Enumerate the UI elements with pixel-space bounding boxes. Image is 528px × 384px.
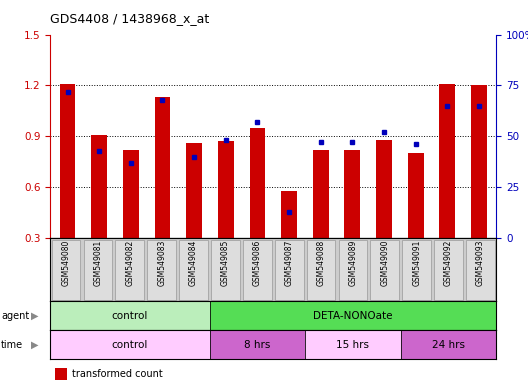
Text: GSM549089: GSM549089 bbox=[348, 240, 357, 286]
Text: ▶: ▶ bbox=[31, 339, 38, 350]
Bar bbox=[408, 153, 423, 238]
Bar bbox=[275, 240, 304, 300]
Text: control: control bbox=[111, 339, 148, 350]
Text: 8 hrs: 8 hrs bbox=[244, 339, 270, 350]
Bar bbox=[50, 301, 210, 330]
Text: time: time bbox=[1, 339, 23, 350]
Bar bbox=[313, 150, 328, 238]
Bar bbox=[210, 330, 305, 359]
Bar bbox=[83, 240, 112, 300]
Text: GDS4408 / 1438968_x_at: GDS4408 / 1438968_x_at bbox=[50, 12, 210, 25]
Bar bbox=[250, 128, 266, 238]
Bar bbox=[439, 84, 455, 238]
Text: GSM549084: GSM549084 bbox=[189, 240, 198, 286]
Bar bbox=[401, 330, 496, 359]
Bar bbox=[52, 240, 80, 300]
Bar bbox=[123, 150, 139, 238]
Bar bbox=[466, 240, 495, 300]
Bar bbox=[376, 140, 392, 238]
Bar bbox=[211, 240, 240, 300]
Bar bbox=[471, 86, 487, 238]
Bar bbox=[91, 135, 107, 238]
Bar bbox=[402, 240, 431, 300]
Text: control: control bbox=[111, 311, 148, 321]
Bar bbox=[186, 143, 202, 238]
Bar bbox=[305, 330, 401, 359]
Bar bbox=[307, 240, 335, 300]
Bar bbox=[281, 190, 297, 238]
Text: GSM549091: GSM549091 bbox=[412, 240, 421, 286]
Text: GSM549085: GSM549085 bbox=[221, 240, 230, 286]
Bar bbox=[243, 240, 271, 300]
Text: 15 hrs: 15 hrs bbox=[336, 339, 370, 350]
Text: GSM549092: GSM549092 bbox=[444, 240, 453, 286]
Bar bbox=[218, 141, 234, 238]
Text: GSM549080: GSM549080 bbox=[62, 240, 71, 286]
Text: GSM549086: GSM549086 bbox=[253, 240, 262, 286]
Text: transformed count: transformed count bbox=[72, 369, 163, 379]
Text: DETA-NONOate: DETA-NONOate bbox=[313, 311, 393, 321]
Text: GSM549093: GSM549093 bbox=[476, 240, 485, 286]
Bar bbox=[338, 240, 367, 300]
Bar bbox=[147, 240, 176, 300]
Text: GSM549083: GSM549083 bbox=[157, 240, 166, 286]
Text: ▶: ▶ bbox=[31, 311, 38, 321]
Text: GSM549082: GSM549082 bbox=[125, 240, 134, 286]
Bar bbox=[55, 368, 67, 380]
Bar bbox=[116, 240, 144, 300]
Text: GSM549090: GSM549090 bbox=[380, 240, 389, 286]
Bar bbox=[179, 240, 208, 300]
Bar bbox=[210, 301, 496, 330]
Bar bbox=[371, 240, 399, 300]
Bar bbox=[344, 150, 360, 238]
Text: agent: agent bbox=[1, 311, 30, 321]
Text: GSM549087: GSM549087 bbox=[285, 240, 294, 286]
Text: GSM549081: GSM549081 bbox=[93, 240, 102, 286]
Bar bbox=[155, 97, 171, 238]
Text: GSM549088: GSM549088 bbox=[317, 240, 326, 286]
Bar bbox=[434, 240, 463, 300]
Text: 24 hrs: 24 hrs bbox=[432, 339, 465, 350]
Bar bbox=[60, 84, 76, 238]
Bar bbox=[50, 330, 210, 359]
